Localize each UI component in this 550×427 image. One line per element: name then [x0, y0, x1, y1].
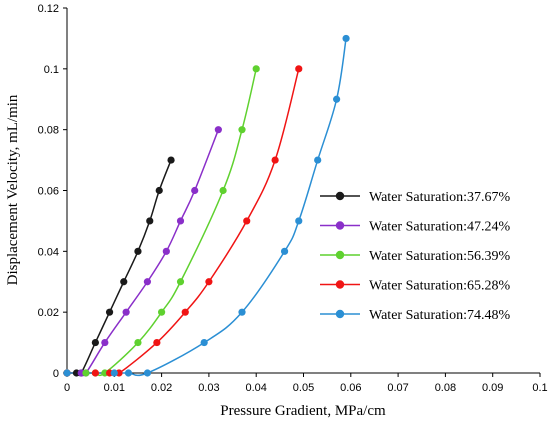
x-tick-label: 0.01	[104, 382, 125, 394]
series-5-point	[200, 338, 208, 347]
x-tick-label: 0.02	[151, 382, 172, 394]
series-2-point	[122, 308, 130, 316]
y-tick-label: 0.06	[38, 186, 59, 198]
legend-swatch-marker	[335, 191, 345, 201]
series-curves	[67, 38, 347, 377]
series-5-curve	[67, 38, 347, 377]
series-5-point	[143, 369, 152, 377]
series-5-point	[333, 95, 341, 103]
y-tick-label: 0.02	[38, 307, 59, 319]
series-3-point	[238, 126, 246, 134]
series-5-point	[63, 369, 71, 377]
legend-label: Water Saturation:56.39%	[369, 249, 511, 264]
series-5-point	[280, 247, 289, 255]
x-tick-label: 0	[64, 382, 70, 394]
series-5-point	[314, 156, 322, 164]
y-tick-label: 0.1	[44, 64, 59, 76]
series-1-point	[155, 186, 163, 195]
series-1-point	[120, 278, 128, 286]
legend-swatch-marker	[335, 250, 345, 260]
series-2-point	[176, 217, 185, 225]
series-2-point	[162, 247, 170, 255]
x-tick-label: 0.04	[245, 382, 266, 394]
series-3-point	[176, 278, 185, 286]
series-4-point	[271, 156, 279, 164]
series-2-point	[143, 278, 152, 286]
x-tick-label: 0.07	[387, 382, 408, 394]
series-2-point	[191, 186, 199, 195]
series-3-point	[219, 186, 227, 195]
x-tick-label: 0.1	[532, 382, 547, 394]
x-tick-label: 0.09	[482, 382, 503, 394]
y-tick-label: 0.12	[38, 3, 59, 15]
axes: 0 0.01 0.02 0.03 0.04 0.05 0.06 0.07 0.08 0.09 0.1…	[38, 3, 548, 394]
legend-label: Water Saturation:65.28%	[369, 279, 511, 294]
series-1-point	[146, 217, 154, 225]
series-3-point	[134, 338, 142, 347]
series-3-point	[252, 65, 260, 73]
series-4-point	[91, 369, 99, 377]
x-tick-label: 0.08	[435, 382, 456, 394]
series-5-point	[342, 34, 350, 43]
y-tick-label: 0.08	[38, 125, 59, 137]
series-1-point	[167, 156, 175, 164]
x-tick-label: 0.03	[198, 382, 219, 394]
legend-swatch-marker	[335, 221, 345, 230]
x-axis-title: Pressure Gradient, MPa/cm	[220, 403, 386, 419]
series-points	[63, 34, 350, 377]
y-tick-label: 0.04	[38, 246, 59, 258]
series-3-curve	[67, 68, 257, 377]
y-axis-title: Displacement Velocity, mL/min	[5, 94, 21, 285]
series-5-point	[110, 369, 118, 377]
legend-label: Water Saturation:47.24%	[369, 220, 511, 235]
series-4-point	[181, 308, 189, 316]
series-2-point	[101, 338, 109, 347]
x-tick-label: 0.05	[293, 382, 314, 394]
legend-swatch-marker	[335, 280, 345, 289]
series-2-point	[214, 126, 222, 134]
x-tick-label: 0.06	[340, 382, 361, 394]
series-4-point	[205, 278, 213, 286]
y-tick-label: 0	[53, 368, 59, 380]
series-5-point	[295, 217, 303, 225]
legend-label: Water Saturation:74.48%	[369, 308, 511, 323]
series-3-point	[82, 369, 90, 377]
series-1-point	[134, 247, 142, 255]
series-5-point	[238, 308, 246, 316]
series-4-point	[295, 65, 303, 73]
legend-label: Water Saturation:37.67%	[369, 190, 511, 205]
legend-swatch-marker	[335, 309, 345, 319]
series-4-point	[243, 217, 251, 225]
legend: Water Saturation:37.67% Water Saturation:…	[320, 190, 511, 323]
series-1-point	[105, 308, 114, 316]
series-1-point	[91, 338, 99, 347]
series-5-point	[124, 369, 133, 377]
series-4-point	[153, 338, 161, 347]
series-3-point	[158, 308, 166, 316]
